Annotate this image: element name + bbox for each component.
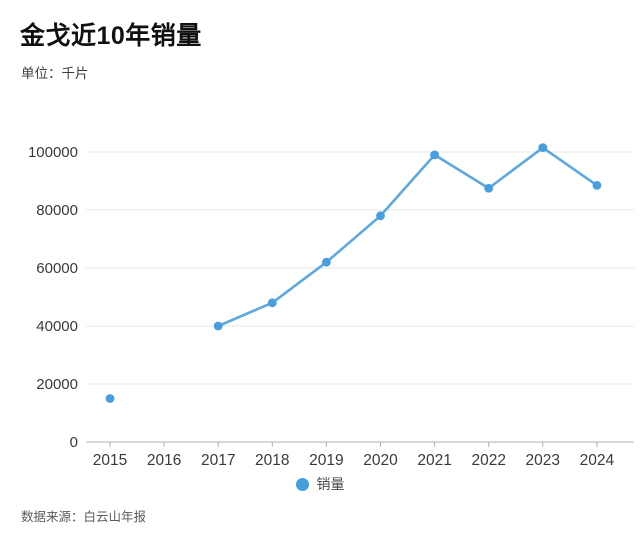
svg-text:2019: 2019	[309, 452, 343, 469]
svg-text:2020: 2020	[363, 452, 398, 469]
data-source-note: 数据来源：白云山年报	[21, 510, 147, 524]
svg-text:2017: 2017	[201, 452, 235, 469]
legend-label-sales[interactable]: 销量	[316, 476, 345, 492]
svg-text:0: 0	[70, 434, 78, 451]
svg-text:2018: 2018	[255, 452, 289, 469]
x-axis-ticks	[109, 442, 598, 447]
data-point	[322, 257, 331, 267]
svg-text:20000: 20000	[36, 376, 78, 393]
gridlines	[86, 151, 634, 443]
data-point	[592, 180, 602, 190]
chart-unit-label: 单位：千片	[21, 66, 89, 81]
data-point	[538, 143, 548, 153]
svg-text:100000: 100000	[28, 144, 78, 161]
data-point	[267, 298, 277, 308]
svg-text:60000: 60000	[36, 260, 78, 277]
series-line	[216, 146, 599, 328]
svg-text:2024: 2024	[580, 452, 615, 469]
data-point	[484, 183, 494, 193]
svg-text:80000: 80000	[36, 202, 78, 219]
svg-text:2015: 2015	[93, 452, 127, 469]
svg-text:2022: 2022	[471, 452, 505, 469]
series-sales	[105, 143, 602, 403]
svg-text:2016: 2016	[147, 452, 181, 469]
chart-legend: 销量	[0, 474, 640, 494]
x-axis-labels: 2015 2016 2017 2018 2019 2020 2021 2022 2023 2024	[93, 452, 615, 469]
legend-swatch-sales[interactable]	[295, 477, 309, 491]
data-point	[105, 394, 115, 403]
y-axis-labels: 0 20000 40000 60000 80000 100000	[28, 144, 78, 451]
svg-text:2021: 2021	[417, 452, 451, 469]
data-point	[213, 321, 223, 331]
data-point	[376, 211, 385, 221]
data-point	[430, 150, 439, 160]
svg-text:40000: 40000	[36, 318, 78, 335]
chart-title: 金戈近10年销量	[20, 22, 202, 50]
svg-text:2023: 2023	[526, 452, 560, 469]
